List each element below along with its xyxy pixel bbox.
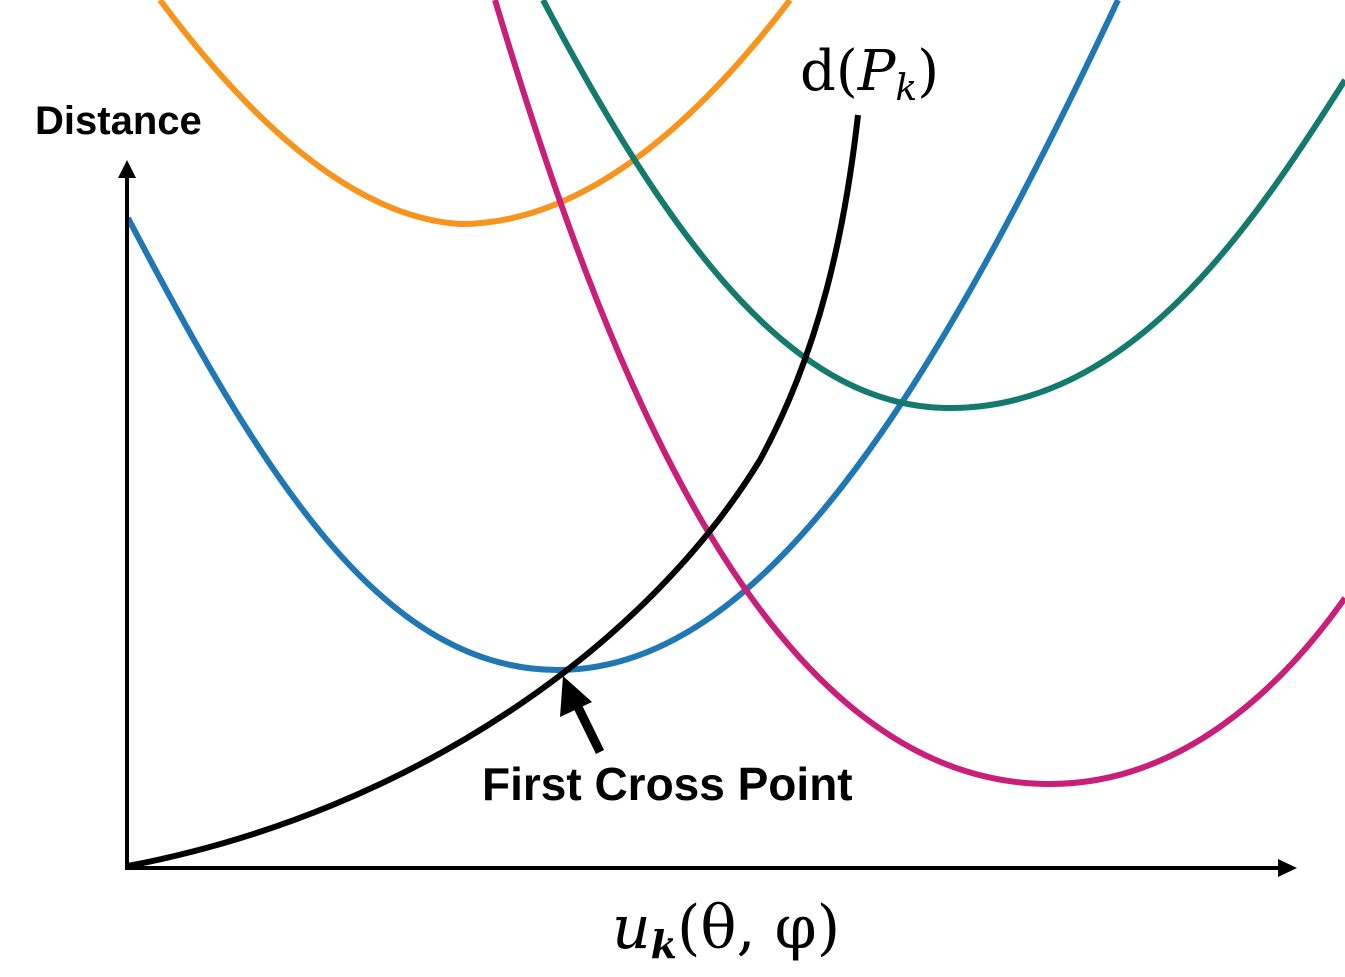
annotation-label: First Cross Point bbox=[482, 758, 853, 810]
annotation-arrowhead bbox=[560, 676, 592, 717]
x-axis-label-args: (θ, φ) bbox=[677, 893, 840, 963]
x-axis-arrowhead bbox=[1278, 859, 1297, 877]
orange-curve bbox=[157, 0, 793, 228]
teal-curve bbox=[540, 0, 1345, 412]
blue-curve bbox=[125, 0, 1121, 674]
x-axis-label-u: u bbox=[612, 893, 651, 963]
x-axis-label-sub: k bbox=[651, 922, 677, 967]
y-axis-label: Distance bbox=[35, 99, 202, 143]
annotation-arrow-shaft bbox=[571, 701, 605, 754]
black-curve-label-p: P bbox=[857, 39, 897, 104]
black-curve-label: d(Pk) bbox=[800, 39, 939, 109]
y-axis-arrowhead bbox=[118, 160, 136, 178]
black-curve-label-close: ) bbox=[917, 39, 939, 104]
black-curve-label-d: d( bbox=[800, 39, 858, 104]
magenta-curve bbox=[492, 0, 1345, 788]
black-curve-label-sub: k bbox=[895, 68, 917, 109]
x-axis-label: uk(θ, φ) bbox=[612, 893, 840, 967]
black-curve bbox=[127, 114, 861, 869]
